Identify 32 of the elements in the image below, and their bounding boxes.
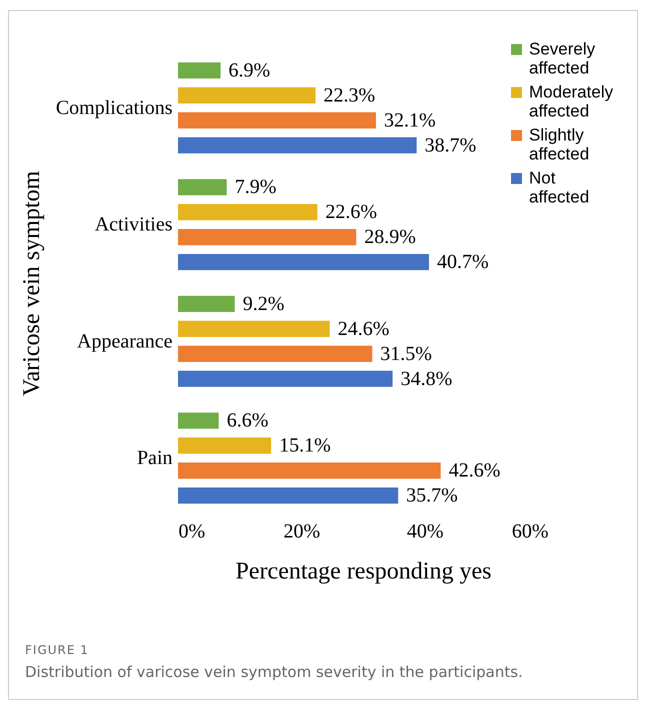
data-label: 9.2% — [242, 292, 284, 315]
data-label: 6.9% — [228, 59, 270, 82]
data-label: 22.6% — [325, 201, 378, 224]
y-tick-label: Complications — [56, 96, 173, 119]
data-label: 32.1% — [384, 109, 436, 132]
data-label: 40.7% — [436, 251, 489, 274]
x-tick-label: 60% — [512, 520, 548, 542]
x-axis-title: Percentage responding yes — [236, 558, 492, 584]
x-tick-label: 0% — [178, 520, 206, 542]
legend-label: Severely affected — [529, 40, 596, 78]
y-axis-title: Varicose vein symptom — [18, 170, 45, 396]
x-tick-label: 40% — [406, 520, 444, 542]
y-tick-label: Activities — [94, 214, 173, 236]
legend-label: Not affected — [529, 168, 590, 206]
data-label: 38.7% — [424, 134, 476, 156]
caption: FIGURE 1 — [25, 643, 90, 657]
data-label: 34.8% — [400, 368, 452, 390]
x-tick-label: 20% — [283, 520, 320, 542]
data-label: 24.6% — [338, 318, 390, 340]
legend-label: Moderately affected — [529, 82, 614, 120]
y-tick-label: Appearance — [77, 330, 173, 352]
data-label: 15.1% — [279, 434, 331, 457]
legend-label: Slightly affected — [529, 126, 590, 164]
data-label: 22.3% — [324, 84, 376, 106]
y-tick-label: Pain — [136, 447, 172, 470]
data-label: 6.6% — [226, 410, 268, 432]
data-label: 7.9% — [234, 176, 276, 198]
data-label: 42.6% — [448, 460, 500, 482]
data-label: 28.9% — [364, 226, 416, 248]
text: Distribution of varicose vein symptom severity in the participants. — [25, 663, 523, 681]
data-label: 35.7% — [406, 484, 458, 507]
data-label: 31.5% — [380, 342, 432, 365]
